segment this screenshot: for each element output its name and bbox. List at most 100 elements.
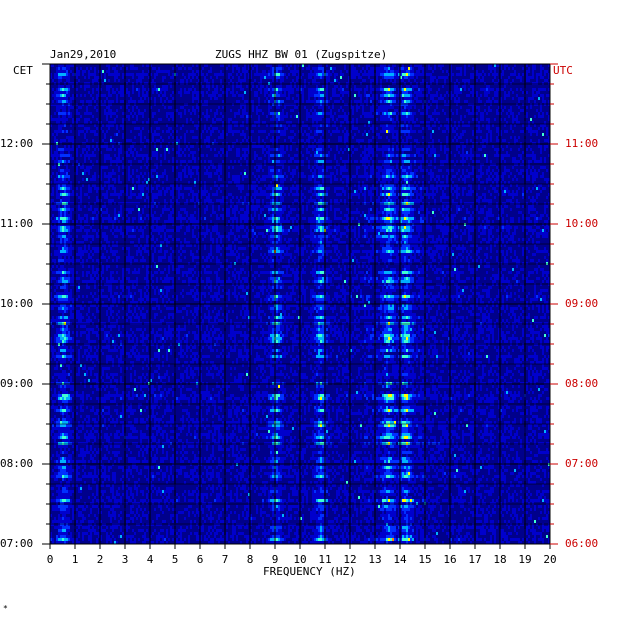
spectrogram-cell [194, 160, 196, 163]
spectrogram-cell [498, 106, 500, 109]
spectrogram-cell [406, 145, 408, 148]
spectrogram-cell [430, 169, 432, 172]
spectrogram-cell [116, 124, 118, 127]
spectrogram-cell [172, 148, 174, 151]
spectrogram-cell [298, 130, 300, 133]
spectrogram-cell [206, 100, 208, 103]
spectrogram-cell [392, 130, 394, 133]
spectrogram-cell [382, 130, 384, 133]
spectrogram-cell [222, 184, 224, 187]
spectrogram-cell [494, 178, 496, 181]
spectrogram-cell [280, 178, 282, 181]
spectrogram-cell [166, 130, 168, 133]
spectrogram-cell [434, 160, 436, 163]
spectrogram-cell [118, 79, 120, 82]
spectrogram-cell [76, 73, 78, 76]
spectrogram-cell [316, 193, 318, 196]
spectrogram-cell [316, 184, 318, 187]
spectrogram-cell [404, 112, 406, 115]
spectrogram-cell [460, 115, 462, 118]
spectrogram-cell [476, 193, 478, 196]
spectrogram-cell [284, 160, 286, 163]
spectrogram-cell [378, 172, 380, 175]
spectrogram-cell [338, 115, 340, 118]
spectrogram-cell [370, 88, 372, 91]
spectrogram-cell [58, 76, 60, 79]
spectrogram-cell [88, 148, 90, 151]
spectrogram-cell [312, 115, 314, 118]
spectrogram-cell [340, 70, 342, 73]
spectrogram-cell [280, 64, 282, 67]
spectrogram-cell [290, 109, 292, 112]
spectrogram-cell [336, 187, 338, 190]
spectrogram-cell [534, 160, 536, 163]
spectrogram-cell [416, 76, 418, 79]
spectrogram-cell [314, 160, 316, 163]
spectrogram-cell [64, 130, 66, 133]
spectrogram-cell [238, 178, 240, 181]
spectrogram-cell [478, 97, 480, 100]
spectrogram-cell [256, 121, 258, 124]
spectrogram-cell [242, 88, 244, 91]
spectrogram-cell [478, 130, 480, 133]
spectrogram-cell [528, 76, 530, 79]
spectrogram-cell [308, 175, 310, 178]
spectrogram-cell [122, 112, 124, 115]
spectrogram-cell [306, 115, 308, 118]
spectrogram-cell [488, 175, 490, 178]
spectrogram-cell [398, 187, 400, 190]
spectrogram-cell [196, 91, 198, 94]
spectrogram-cell [310, 115, 312, 118]
spectrogram-cell [246, 139, 248, 142]
spectrogram-cell [506, 190, 508, 193]
spectrogram-cell [118, 73, 120, 76]
spectrogram-cell [386, 109, 388, 112]
spectrogram-cell [56, 76, 58, 79]
spectrogram-cell [410, 73, 412, 76]
spectrogram-cell [62, 187, 64, 190]
spectrogram-cell [86, 100, 88, 103]
spectrogram-cell [402, 79, 404, 82]
spectrogram-cell [322, 109, 324, 112]
spectrogram-cell [94, 76, 96, 79]
spectrogram-cell [126, 154, 128, 157]
spectrogram-cell [404, 67, 406, 70]
spectrogram-cell [442, 184, 444, 187]
spectrogram-cell [320, 106, 322, 109]
spectrogram-cell [540, 70, 542, 73]
spectrogram-cell [332, 124, 334, 127]
spectrogram-cell [122, 64, 124, 67]
spectrogram-cell [504, 181, 506, 184]
spectrogram-cell [298, 115, 300, 118]
spectrogram-cell [166, 178, 168, 181]
spectrogram-cell [542, 166, 544, 169]
spectrogram-cell [390, 118, 392, 121]
spectrogram-cell [106, 106, 108, 109]
spectrogram-cell [266, 64, 268, 67]
spectrogram-cell [428, 154, 430, 157]
spectrogram-cell [62, 115, 64, 118]
spectrogram-cell [92, 175, 94, 178]
spectrogram-cell [62, 148, 64, 151]
spectrogram-cell [346, 169, 348, 172]
spectrogram-cell [314, 67, 316, 70]
spectrogram-cell [442, 85, 444, 88]
spectrogram-cell [254, 64, 256, 67]
spectrogram-cell [208, 193, 210, 196]
spectrogram-cell [402, 115, 404, 118]
spectrogram-cell [92, 154, 94, 157]
spectrogram-cell [362, 151, 364, 154]
spectrogram-cell [522, 97, 524, 100]
spectrogram-cell [152, 136, 154, 139]
spectrogram-cell [458, 100, 460, 103]
spectrogram-cell [98, 121, 100, 124]
spectrogram-cell [204, 127, 206, 130]
spectrogram-cell [238, 151, 240, 154]
spectrogram-cell [64, 94, 66, 97]
spectrogram-cell [372, 124, 374, 127]
spectrogram-cell [114, 133, 116, 136]
spectrogram-cell [364, 145, 366, 148]
spectrogram-cell [102, 94, 104, 97]
spectrogram-cell [544, 139, 546, 142]
spectrogram-cell [288, 73, 290, 76]
